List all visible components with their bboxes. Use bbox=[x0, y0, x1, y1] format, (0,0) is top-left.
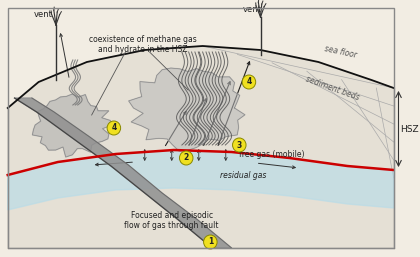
Text: free gas (mobile): free gas (mobile) bbox=[239, 150, 305, 159]
Circle shape bbox=[233, 138, 246, 152]
Text: sea floor: sea floor bbox=[323, 44, 357, 60]
Circle shape bbox=[204, 235, 217, 249]
Polygon shape bbox=[8, 150, 394, 210]
Text: 3: 3 bbox=[236, 141, 242, 150]
Polygon shape bbox=[14, 98, 231, 248]
Polygon shape bbox=[32, 94, 113, 157]
Text: sediment beds: sediment beds bbox=[304, 74, 360, 102]
Polygon shape bbox=[129, 68, 245, 151]
Text: vent: vent bbox=[34, 10, 52, 19]
Circle shape bbox=[179, 151, 193, 165]
Circle shape bbox=[107, 121, 121, 135]
Text: 4: 4 bbox=[111, 124, 116, 133]
Text: residual gas: residual gas bbox=[220, 171, 266, 180]
Polygon shape bbox=[8, 46, 394, 248]
Text: 1: 1 bbox=[208, 237, 213, 246]
Text: coexistence of methane gas
and hydrate in the HSZ: coexistence of methane gas and hydrate i… bbox=[89, 35, 197, 54]
Circle shape bbox=[242, 75, 256, 89]
Text: vent: vent bbox=[243, 5, 262, 14]
Text: Focused and episodic
flow of gas through fault: Focused and episodic flow of gas through… bbox=[124, 210, 219, 230]
Text: HSZ: HSZ bbox=[400, 124, 419, 133]
Text: 2: 2 bbox=[184, 153, 189, 162]
Text: 4: 4 bbox=[246, 78, 252, 87]
